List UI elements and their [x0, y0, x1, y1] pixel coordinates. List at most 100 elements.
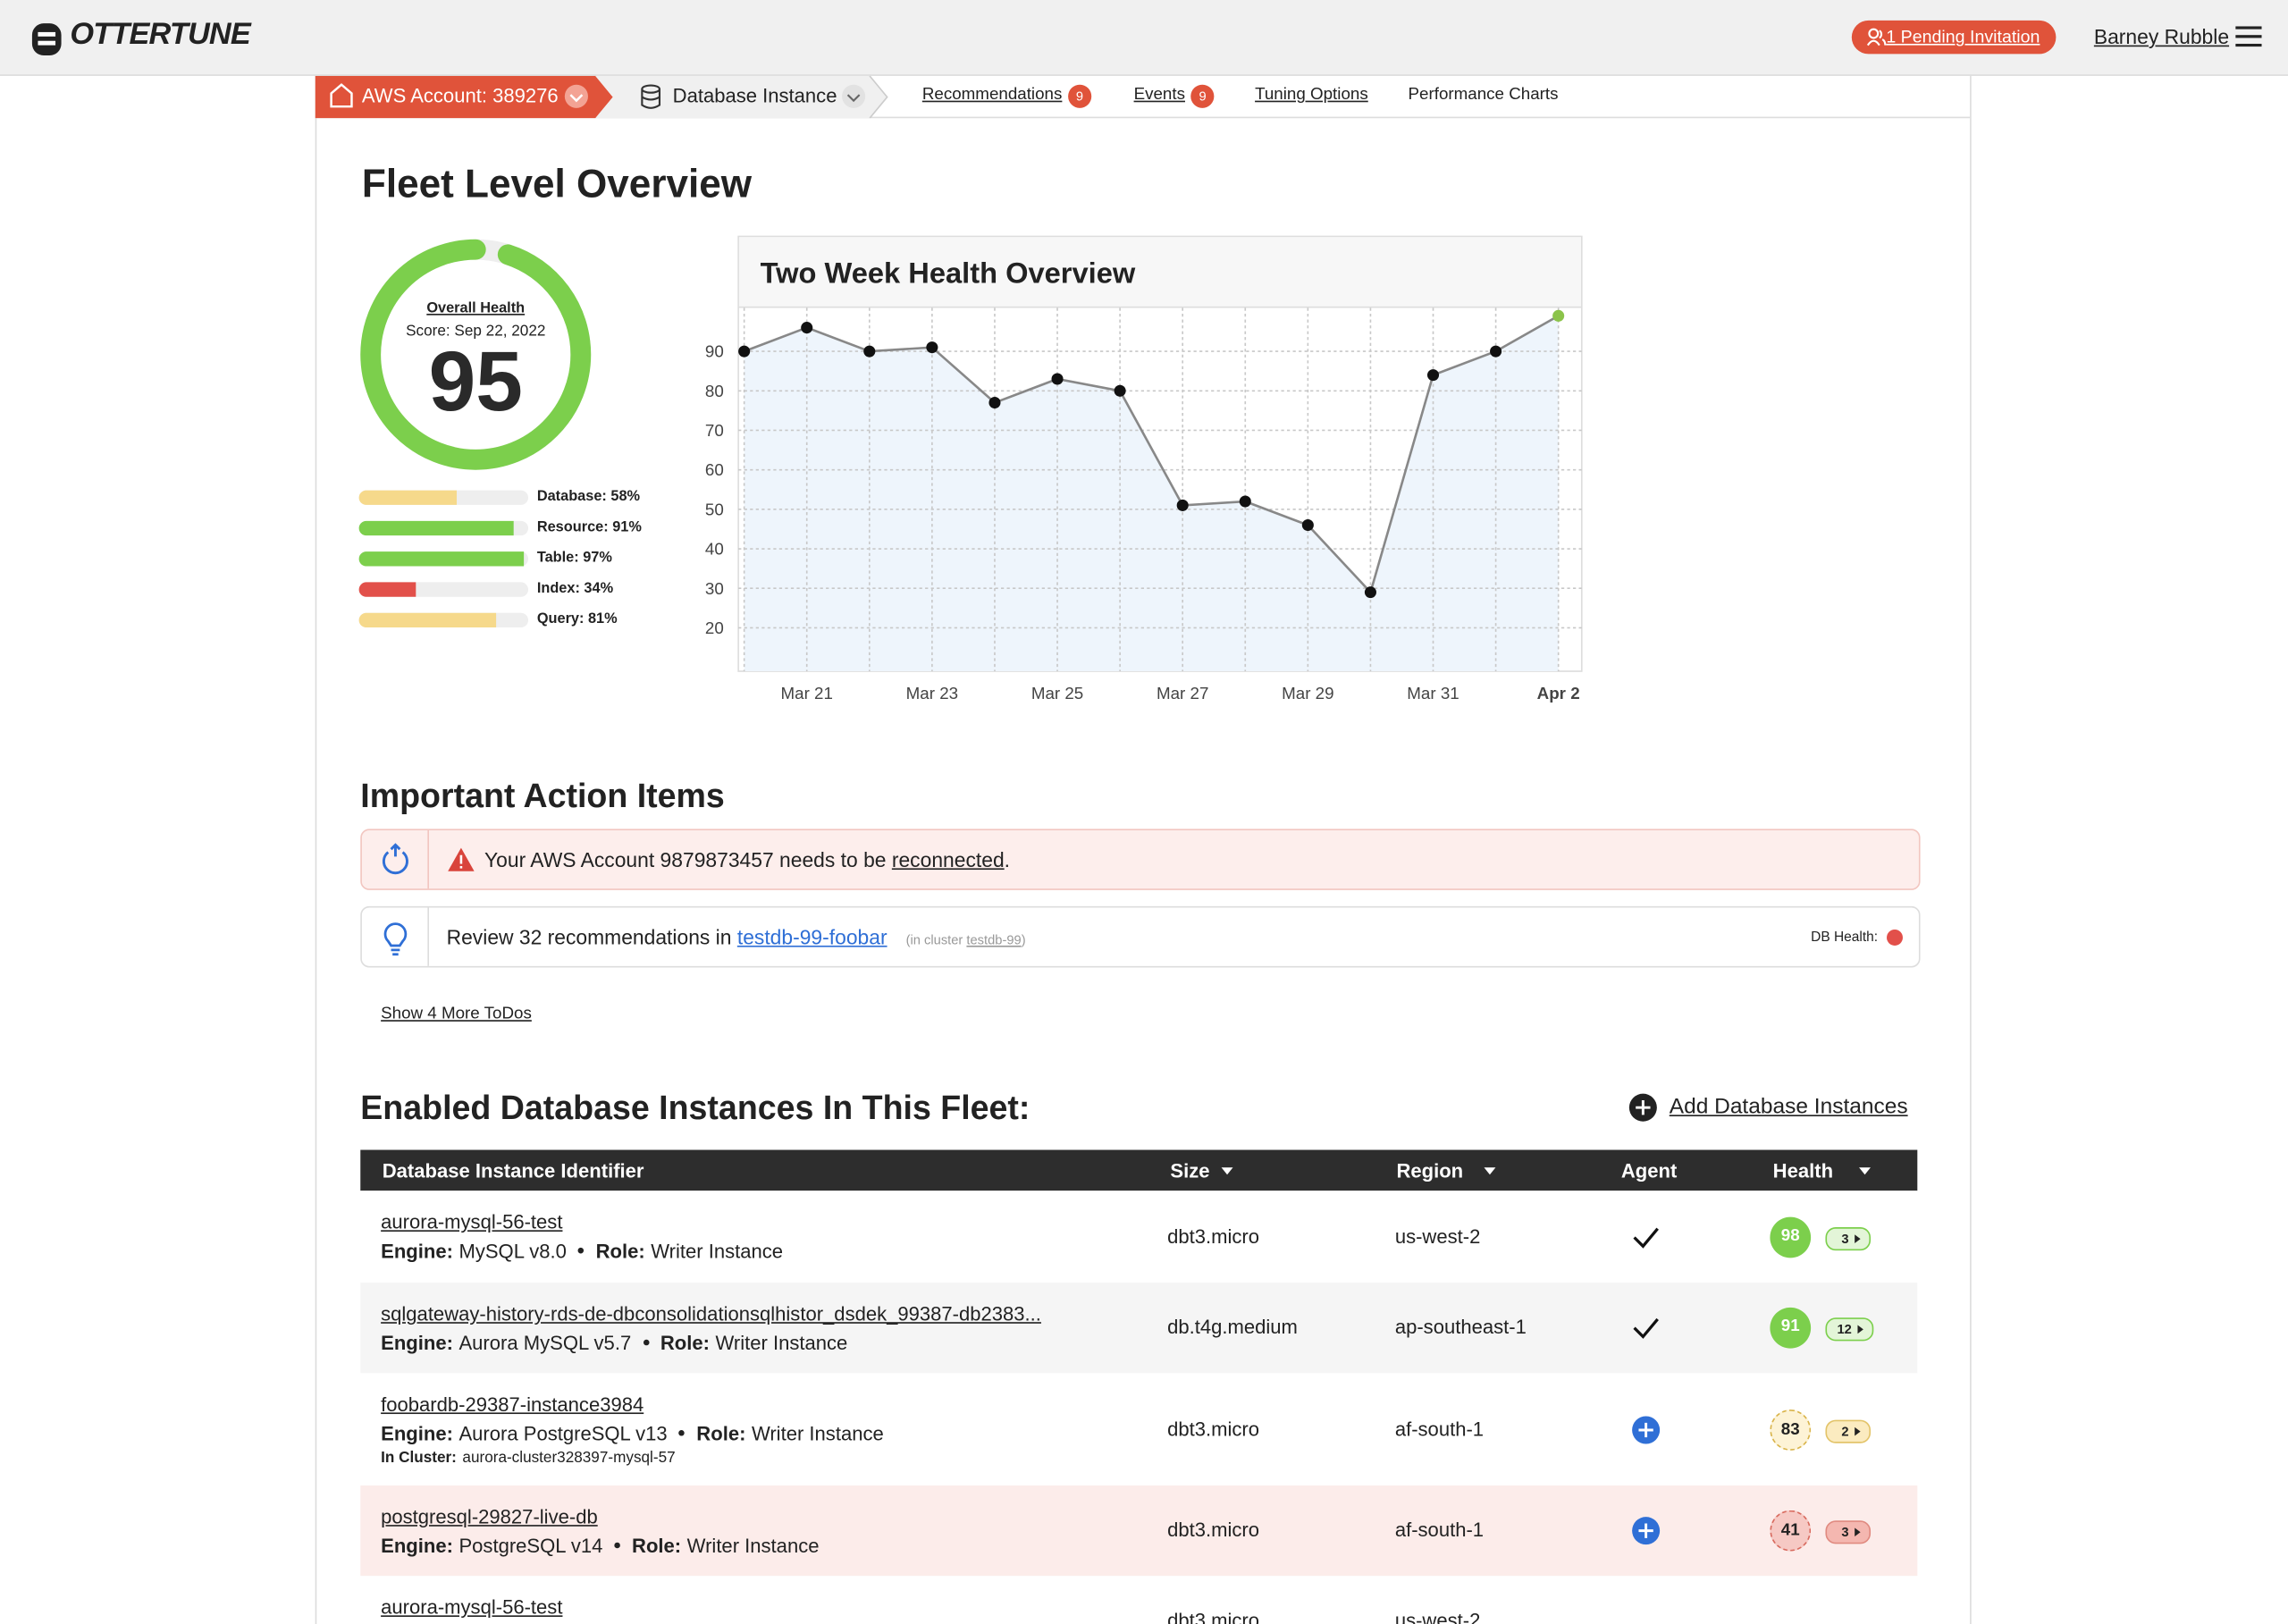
todo-count-value[interactable]: 12 — [1837, 1322, 1852, 1337]
role: Writer Instance — [651, 1240, 784, 1263]
action-text: Your AWS Account 9879873457 needs to be — [484, 847, 887, 871]
health-score: 91 — [1770, 1307, 1812, 1349]
lightbulb-icon — [383, 922, 408, 956]
plus — [1638, 1422, 1653, 1437]
point — [1490, 345, 1502, 358]
separator-dot — [614, 1542, 620, 1549]
agent-check — [1633, 1317, 1659, 1339]
size: dbt3.micro — [1167, 1519, 1260, 1542]
x-tick-label: Apr 2 — [1537, 684, 1580, 703]
instance-details: Engine: Aurora MySQL v5.7 Role: Writer Inst… — [381, 1333, 847, 1354]
engine: MySQL v8.0 — [458, 1240, 567, 1263]
cluster: aurora-cluster328397-mysql-57 — [462, 1449, 676, 1467]
engine-label: Engine: — [381, 1240, 453, 1263]
invitation-button[interactable]: 1 Pending Invitation — [1851, 20, 2057, 55]
y-tick-label: 60 — [705, 460, 724, 479]
tab[interactable]: Performance Charts — [1408, 86, 1559, 104]
action-text: Review 32 recommendations in — [446, 925, 732, 949]
instance-name[interactable]: postgresql-29827-live-db — [381, 1505, 598, 1528]
account-crumb[interactable]: AWS Account: 389276 — [361, 84, 559, 107]
sort-arrow — [1858, 1167, 1872, 1175]
instance-name[interactable]: aurora-mysql-56-test — [381, 1211, 563, 1233]
instance-details: Engine: MySQL v8.0 Role: Writer Instance — [381, 1241, 783, 1262]
people-icon — [1866, 28, 1887, 46]
add-icon — [1628, 1093, 1657, 1122]
bar-label: Query: 81% — [536, 611, 618, 628]
donut-label: Overall Health — [426, 300, 526, 317]
bar — [358, 551, 524, 567]
tab-count-badge: 9 — [1190, 84, 1215, 108]
point — [801, 322, 813, 334]
breadcrumb-border — [315, 116, 1971, 119]
divider — [427, 907, 429, 966]
point — [1301, 518, 1314, 532]
role-label: Role: — [632, 1535, 682, 1558]
sort-icon — [1221, 1167, 1233, 1175]
agent-add — [1632, 1415, 1661, 1443]
donut-score: 95 — [428, 333, 523, 429]
line — [744, 315, 1560, 595]
chart-header — [738, 237, 1581, 307]
warning-icon — [448, 847, 475, 871]
instance-name[interactable]: sqlgateway-history-rds-de-dbconsolidatio… — [381, 1302, 1041, 1325]
punctuation: . — [1004, 847, 1011, 871]
table-row — [360, 1283, 1918, 1374]
logo[interactable]: OTTERTUNE — [70, 17, 250, 52]
size: dbt3.micro — [1167, 1418, 1260, 1440]
table-header — [360, 1149, 1918, 1191]
y-tick-label: 20 — [705, 618, 724, 637]
x-tick-label: Mar 29 — [1282, 684, 1333, 703]
point — [926, 341, 938, 354]
y-tick-label: 50 — [705, 500, 724, 518]
health-score: 98 — [1770, 1216, 1812, 1258]
bar-label: Database: 58% — [536, 488, 641, 505]
todo-count-value[interactable]: 3 — [1841, 1525, 1849, 1540]
x-tick-label: Mar 21 — [781, 684, 833, 703]
hamburger-menu[interactable] — [2235, 26, 2262, 47]
db-health-label: DB Health: — [1811, 929, 1879, 946]
role-label: Role: — [660, 1332, 710, 1355]
show-more-link[interactable]: Show 4 More ToDos — [381, 1005, 532, 1023]
column-header: Health — [1772, 1159, 1834, 1182]
point — [1051, 373, 1064, 385]
todo-count: 12 — [1825, 1317, 1874, 1342]
role: Writer Instance — [715, 1332, 848, 1355]
tab[interactable]: Events — [1133, 86, 1185, 104]
bar-label: Resource: 91% — [536, 519, 642, 536]
role: Writer Instance — [751, 1422, 884, 1445]
action-link[interactable]: reconnected — [891, 847, 1005, 871]
instance-details: Engine: PostgreSQL v14 Role: Writer Instanc… — [381, 1536, 819, 1557]
sort-icon — [1858, 1167, 1872, 1175]
sort-icon — [1484, 1167, 1496, 1175]
tab[interactable]: Recommendations — [921, 86, 1063, 104]
instance-crumb[interactable]: Database Instance — [672, 84, 837, 107]
action-link[interactable]: testdb-99-foobar — [736, 925, 887, 949]
add-instances-link[interactable]: Add Database Instances — [1669, 1094, 1908, 1120]
sort-arrow — [1221, 1167, 1233, 1175]
engine-label: Engine: — [381, 1535, 453, 1558]
user-menu[interactable]: Barney Rubble — [2093, 24, 2230, 48]
point — [1364, 586, 1376, 599]
engine-label: Engine: — [381, 1332, 453, 1355]
agent-check — [1633, 1226, 1659, 1248]
point — [738, 345, 751, 358]
size: dbt3.micro — [1167, 1609, 1260, 1624]
cluster-link[interactable]: testdb-99 — [966, 932, 1022, 947]
bar-label: Index: 34% — [536, 580, 614, 597]
section-title: Fleet Level Overview — [361, 162, 753, 206]
donut-arc — [360, 239, 592, 470]
area — [744, 316, 1559, 672]
instance-name[interactable]: aurora-mysql-56-test — [381, 1596, 563, 1619]
health-score: 83 — [1770, 1409, 1812, 1451]
todo-count-value[interactable]: 3 — [1841, 1231, 1849, 1246]
todo-count-value[interactable]: 2 — [1841, 1423, 1849, 1438]
point — [1426, 369, 1440, 382]
table-row — [360, 1191, 1918, 1283]
x-tick-label: Mar 27 — [1157, 684, 1208, 703]
cluster-details: In Cluster: aurora-cluster328397-mysql-57 — [381, 1449, 676, 1467]
instance-name[interactable]: foobardb-29387-instance3984 — [381, 1393, 644, 1416]
engine: PostgreSQL v14 — [458, 1535, 603, 1558]
tab[interactable]: Tuning Options — [1255, 86, 1368, 104]
point — [1552, 309, 1565, 322]
